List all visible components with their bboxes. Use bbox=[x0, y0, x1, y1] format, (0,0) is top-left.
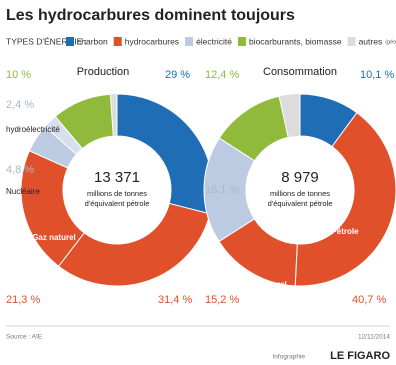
segment-label: Gaz naturel bbox=[243, 280, 287, 289]
value-label: 15,2 % bbox=[205, 294, 239, 306]
value-label: 10,1 % bbox=[360, 69, 394, 81]
legend-swatch bbox=[237, 37, 246, 46]
legend-text: charbon bbox=[77, 36, 108, 46]
center-text: d'équivalent pétrole bbox=[85, 199, 150, 208]
segment-label: Nucléaire bbox=[6, 187, 40, 196]
center-text: millions de tonnes bbox=[270, 189, 330, 198]
segment-label: Pétrole bbox=[331, 227, 359, 236]
value-label: 12,4 % bbox=[205, 69, 239, 81]
value-label: 2,4 % bbox=[6, 99, 34, 111]
value-label: 40,7 % bbox=[352, 294, 386, 306]
center-text: millions de tonnes bbox=[87, 189, 147, 198]
value-label: 18,1 % bbox=[205, 184, 239, 196]
value-label: 29 % bbox=[165, 69, 190, 81]
date: 12/11/2014 bbox=[358, 334, 390, 341]
credit: Infographie bbox=[272, 354, 305, 361]
legend-swatch bbox=[185, 37, 194, 46]
segment-label: Gaz naturel bbox=[32, 233, 76, 242]
donut-segment bbox=[57, 202, 211, 287]
donut-segment bbox=[218, 95, 289, 162]
legend-text: biocarburants, biomasse bbox=[249, 36, 342, 46]
legend-swatch bbox=[66, 37, 74, 46]
segment-label: Pétrole bbox=[116, 291, 144, 300]
chart-title: Consommation bbox=[263, 66, 337, 78]
legend-swatch bbox=[347, 37, 356, 46]
source: Source : AIE bbox=[6, 334, 43, 341]
legend-label: TYPES D'ÉNERGIE : bbox=[6, 36, 87, 46]
center-total: 8 979 bbox=[281, 169, 319, 186]
brand: LE FIGARO bbox=[330, 350, 390, 362]
legend-text: électricité bbox=[196, 36, 232, 46]
center-total: 13 371 bbox=[94, 169, 140, 186]
donut-segment bbox=[54, 93, 114, 150]
legend-text: hydrocarbures bbox=[125, 36, 179, 46]
legend-text: autres bbox=[359, 36, 383, 46]
center-text: d'équivalent pétrole bbox=[268, 199, 333, 208]
value-label: 21,3 % bbox=[6, 294, 40, 306]
title: Les hydrocarbures dominent toujours bbox=[6, 7, 295, 24]
value-label: 10 % bbox=[6, 69, 31, 81]
legend-swatch bbox=[113, 37, 122, 46]
value-label: 31,4 % bbox=[158, 294, 192, 306]
donut-segment bbox=[294, 111, 396, 287]
legend-note: (géothermie, solaire, éolienne...) bbox=[385, 39, 396, 45]
segment-label: hydroélectricité bbox=[6, 125, 60, 134]
chart-title: Production bbox=[77, 66, 130, 78]
value-label: 4,8 % bbox=[6, 164, 34, 176]
